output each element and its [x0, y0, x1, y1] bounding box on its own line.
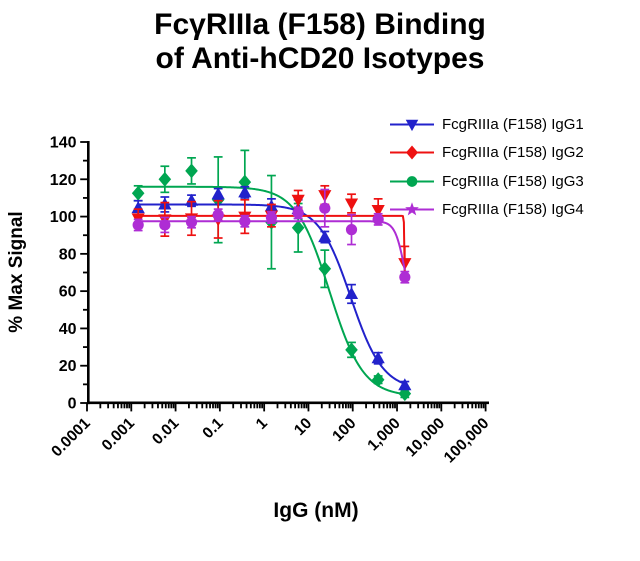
circle-marker-icon	[292, 207, 304, 219]
triangle-down-marker-icon	[344, 198, 359, 211]
diamond-marker-icon	[238, 174, 252, 190]
y-tick-label: 60	[59, 284, 77, 301]
triangle-down-marker-icon	[291, 194, 305, 207]
data-points	[131, 163, 412, 402]
y-tick-label: 100	[50, 209, 77, 226]
legend: FcgRIIIa (F158) IgG1 FcgRIIIa (F158) IgG2…	[389, 110, 584, 224]
triangle-up-marker-icon	[184, 193, 199, 206]
x-tick-label: 0.1	[199, 415, 227, 443]
legend-label: FcgRIIIa (F158) IgG1	[442, 115, 584, 133]
triangle-up-marker-icon	[238, 185, 252, 198]
axis-ticks	[80, 141, 487, 412]
legend-item-fcgriiia-f158-igg4: FcgRIIIa (F158) IgG4	[389, 196, 584, 225]
legend-key-icon	[390, 202, 434, 216]
series-fcgriiia-f158-igg3	[131, 149, 412, 402]
chart-title-line1: FcγRIIIa (F158) Binding	[154, 8, 486, 41]
x-tick-label: 100	[329, 415, 359, 445]
y-tick-label: 40	[59, 321, 77, 338]
x-tick-label: 0.01	[149, 415, 183, 449]
triangle-up-marker-icon	[131, 201, 145, 214]
legend-item-fcgriiia-f158-igg2: FcgRIIIa (F158) IgG2	[389, 139, 584, 168]
circle-marker-icon	[372, 213, 384, 225]
legend-item-fcgriiia-f158-igg3: FcgRIIIa (F158) IgG3	[389, 167, 584, 196]
y-tick-label: 80	[59, 246, 77, 263]
series-fcgriiia-f158-igg4	[132, 188, 411, 284]
x-tick-label: 1,000	[364, 415, 403, 454]
diamond-marker-icon	[345, 342, 358, 358]
triangle-down-marker-icon	[398, 258, 412, 271]
triangle-up-marker-icon	[398, 378, 412, 391]
data-points	[132, 202, 411, 283]
x-tick-label: 100,000	[441, 415, 493, 467]
legend-key-icon	[390, 145, 434, 160]
chart-title: FcγRIIIa (F158) Binding of Anti-hCD20 Is…	[0, 8, 640, 76]
diamond-marker-icon	[185, 163, 198, 179]
circle-marker-icon	[319, 202, 331, 214]
circle-marker-icon	[345, 224, 358, 236]
axes	[87, 141, 489, 405]
diamond-marker-icon	[158, 171, 172, 187]
circle-marker-icon	[185, 216, 198, 228]
x-tick-label: 0.0001	[48, 415, 94, 461]
triangle-down-marker-icon	[371, 205, 385, 218]
y-tick-label: 120	[50, 172, 77, 189]
y-tick-label: 140	[50, 135, 77, 152]
circle-marker-icon	[399, 271, 411, 283]
x-tick-label: 1	[253, 415, 271, 433]
star-marker-icon	[405, 202, 419, 216]
diamond-marker-icon	[371, 372, 385, 388]
x-axis-title: IgG (nM)	[273, 499, 359, 522]
legend-key-icon	[390, 119, 434, 131]
legend-label: FcgRIIIa (F158) IgG2	[442, 144, 584, 162]
circle-marker-icon	[265, 211, 278, 224]
x-tick-label: 0.001	[99, 415, 139, 455]
legend-label: FcgRIIIa (F158) IgG4	[442, 201, 584, 219]
triangle-up-marker-icon	[344, 286, 359, 299]
legend-label: FcgRIIIa (F158) IgG3	[442, 172, 584, 190]
circle-marker-icon	[239, 215, 251, 227]
circle-marker-icon	[159, 219, 171, 231]
circle-marker-icon	[212, 209, 224, 221]
circle-marker-icon	[406, 175, 418, 187]
diamond-marker-icon	[131, 185, 145, 201]
legend-item-fcgriiia-f158-igg1: FcgRIIIa (F158) IgG1	[389, 110, 584, 139]
chart-title-line2: of Anti-hCD20 Isotypes	[155, 42, 485, 75]
diamond-marker-icon	[318, 261, 332, 277]
y-tick-label: 0	[68, 396, 77, 413]
x-tick-label: 10	[291, 415, 315, 439]
circle-marker-icon	[132, 219, 144, 231]
legend-key-icon	[390, 175, 434, 187]
diamond-marker-icon	[406, 145, 418, 160]
triangle-up-marker-icon	[371, 351, 385, 364]
diamond-marker-icon	[291, 220, 305, 236]
y-tick-label: 20	[59, 358, 77, 375]
triangle-down-marker-icon	[405, 119, 419, 131]
triangle-up-marker-icon	[318, 230, 332, 243]
triangle-up-marker-icon	[211, 187, 225, 200]
